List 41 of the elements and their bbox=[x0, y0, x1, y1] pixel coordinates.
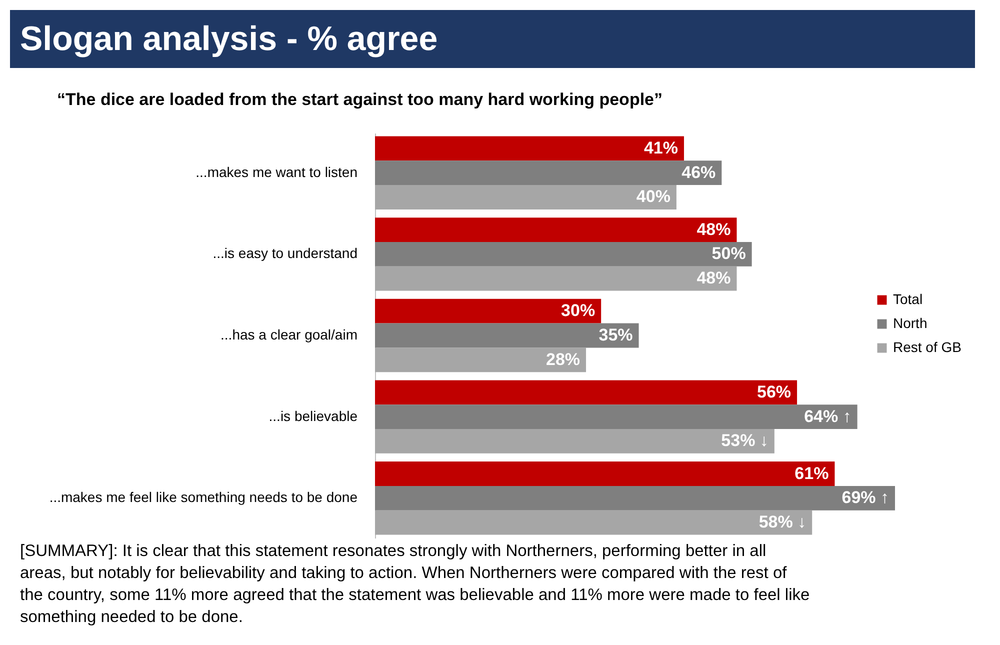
data-label: 40% bbox=[636, 187, 670, 206]
y-tick-label: ...is believable bbox=[268, 408, 358, 424]
y-tick-label: ...makes me want to listen bbox=[196, 164, 358, 180]
data-label: 48% bbox=[696, 268, 731, 288]
bar bbox=[375, 242, 752, 266]
legend-label: Rest of GB bbox=[893, 339, 962, 355]
data-label: 41% bbox=[644, 138, 678, 158]
text: [SUMMARY]: It is clear that this statement resonates strongly with Northerners, performing better in all areas, but notably for believability and taking to action. When Northerners were compared with the rest of the country, some 11% more agreed that the statement was believable and 11% more were made to feel like something needed to be done. bbox=[20, 542, 810, 626]
bar bbox=[375, 348, 586, 372]
data-label: 53% ↓ bbox=[721, 431, 768, 450]
data-label: 64% ↑ bbox=[804, 406, 852, 426]
y-tick-label: ...has a clear goal/aim bbox=[220, 326, 358, 342]
y-tick-label: ...is easy to understand bbox=[212, 245, 358, 262]
data-label: 58% ↓ bbox=[758, 512, 806, 532]
bar bbox=[375, 160, 722, 186]
bar bbox=[375, 185, 676, 210]
data-label: 35% bbox=[598, 326, 633, 344]
data-label: 48% bbox=[696, 220, 731, 239]
bar bbox=[375, 486, 895, 510]
bar bbox=[375, 136, 684, 161]
bar bbox=[375, 404, 858, 430]
data-label: 30% bbox=[561, 301, 596, 320]
data-label: 61% bbox=[794, 464, 829, 483]
legend-label: Total bbox=[893, 291, 923, 307]
bar bbox=[375, 510, 812, 535]
bar bbox=[375, 218, 737, 242]
data-label: 56% bbox=[757, 382, 792, 402]
data-label: 28% bbox=[546, 350, 580, 369]
legend-label: North bbox=[893, 315, 928, 331]
data-label: 46% bbox=[682, 162, 716, 182]
bar bbox=[375, 462, 835, 486]
bar bbox=[375, 380, 798, 405]
data-label: 69% ↑ bbox=[842, 488, 889, 508]
chart-title: Slogan analysis - % agree bbox=[20, 20, 438, 58]
bar bbox=[375, 298, 602, 324]
bar bbox=[375, 266, 737, 291]
chart-subtitle: “The dice are loaded from the start against too many hard working people” bbox=[57, 90, 663, 109]
data-label: 50% bbox=[712, 244, 746, 264]
y-tick-label: ...makes me feel like something needs to be done bbox=[49, 489, 358, 506]
bar bbox=[375, 429, 774, 454]
bar bbox=[375, 323, 639, 348]
